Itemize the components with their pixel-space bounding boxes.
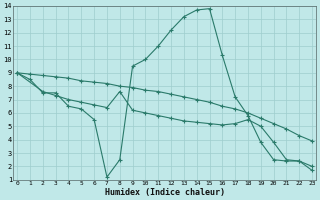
X-axis label: Humidex (Indice chaleur): Humidex (Indice chaleur) <box>105 188 225 197</box>
